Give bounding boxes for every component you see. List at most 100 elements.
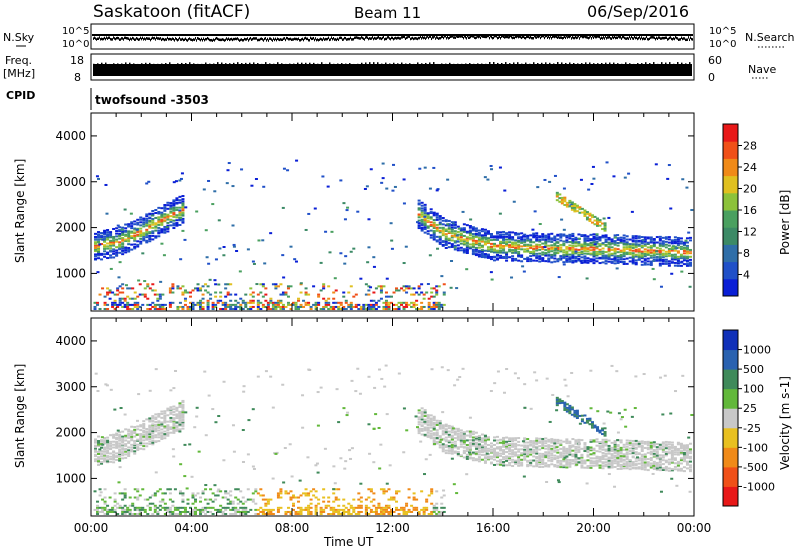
- range-gate: [97, 456, 101, 459]
- range-gate: [514, 248, 518, 251]
- range-gate: [465, 237, 469, 240]
- range-gate: [625, 453, 629, 456]
- range-gate: [682, 458, 686, 461]
- range-gate: [541, 454, 545, 457]
- range-gate: [628, 464, 632, 467]
- range-gate: [679, 467, 683, 470]
- range-gate: [499, 236, 503, 239]
- range-gate: [523, 455, 527, 458]
- range-gate: [676, 447, 680, 450]
- range-gate: [156, 299, 160, 302]
- range-gate: [98, 308, 102, 311]
- range-gate: [109, 239, 113, 242]
- range-gate: [181, 399, 185, 402]
- freq-spike: [401, 62, 403, 65]
- range-gate: [133, 234, 137, 237]
- range-gate: [483, 253, 487, 256]
- range-gate: [685, 454, 689, 457]
- range-gate: [345, 209, 349, 212]
- range-gate: [526, 455, 530, 458]
- range-gate: [522, 270, 526, 273]
- range-gate: [363, 187, 367, 190]
- range-gate: [216, 494, 220, 497]
- range-gate: [178, 490, 182, 493]
- range-gate: [118, 291, 122, 294]
- range-gate: [317, 295, 321, 298]
- range-gate: [191, 492, 195, 495]
- range-gate: [634, 261, 638, 264]
- range-gate: [128, 297, 132, 300]
- range-gate: [523, 244, 527, 247]
- range-gate: [613, 451, 617, 454]
- range-gate: [274, 285, 278, 288]
- range-gate: [194, 513, 198, 516]
- range-gate: [166, 424, 170, 427]
- range-gate: [538, 239, 542, 242]
- range-gate: [412, 287, 416, 290]
- range-gate: [556, 461, 560, 464]
- range-gate: [214, 508, 218, 511]
- range-gate: [517, 448, 521, 451]
- range-gate: [442, 291, 446, 294]
- range-gate: [161, 293, 165, 296]
- freq-spike: [685, 63, 687, 66]
- range-gate: [529, 450, 533, 453]
- range-gate: [517, 243, 521, 246]
- range-gate: [103, 460, 107, 463]
- range-gate: [178, 510, 182, 513]
- range-gate: [146, 308, 150, 311]
- range-gate: [499, 247, 503, 250]
- nsky-point: [627, 36, 628, 40]
- range-gate: [634, 237, 638, 240]
- range-gate: [489, 450, 493, 453]
- range-gate: [511, 458, 515, 461]
- range-gate: [251, 305, 255, 308]
- range-gate: [622, 262, 626, 265]
- range-gate: [619, 236, 623, 239]
- freq-spike: [581, 63, 583, 66]
- range-gate: [541, 259, 545, 262]
- range-gate: [130, 443, 134, 446]
- range-gate: [547, 254, 551, 257]
- nsky-point: [607, 36, 608, 39]
- nsky-point: [420, 35, 421, 39]
- range-gate: [224, 496, 228, 499]
- range-gate: [592, 251, 596, 254]
- freq-spike: [289, 63, 291, 66]
- range-gate: [462, 242, 466, 245]
- range-gate: [153, 494, 157, 497]
- range-gate: [103, 229, 107, 232]
- nsky-point: [162, 37, 163, 41]
- range-gate: [430, 305, 434, 308]
- nsky-point: [107, 37, 108, 40]
- range-gate: [186, 502, 190, 505]
- nsky-point: [622, 35, 623, 39]
- range-gate: [535, 450, 539, 453]
- range-gate: [625, 439, 629, 442]
- range-gate: [521, 265, 525, 268]
- range-gate: [264, 305, 268, 308]
- range-gate: [166, 506, 170, 509]
- range-gate: [231, 500, 235, 503]
- range-gate: [535, 448, 539, 451]
- range-gate: [397, 289, 401, 292]
- range-gate: [188, 510, 192, 513]
- range-gate: [178, 404, 182, 407]
- range-gate: [141, 508, 145, 511]
- range-gate: [249, 287, 253, 290]
- range-gate: [236, 301, 240, 304]
- range-gate: [538, 223, 542, 226]
- range-gate: [640, 466, 644, 469]
- nsky-point: [104, 36, 105, 40]
- range-gate: [685, 250, 689, 253]
- range-gate: [194, 500, 198, 503]
- range-gate: [517, 259, 521, 262]
- freq-spike: [189, 62, 191, 65]
- range-gate: [556, 244, 560, 247]
- range-gate: [652, 441, 656, 444]
- range-gate: [151, 223, 155, 226]
- range-gate: [249, 305, 253, 308]
- nsky-point: [255, 37, 256, 40]
- nsky-point: [344, 36, 345, 40]
- range-gate: [450, 224, 454, 227]
